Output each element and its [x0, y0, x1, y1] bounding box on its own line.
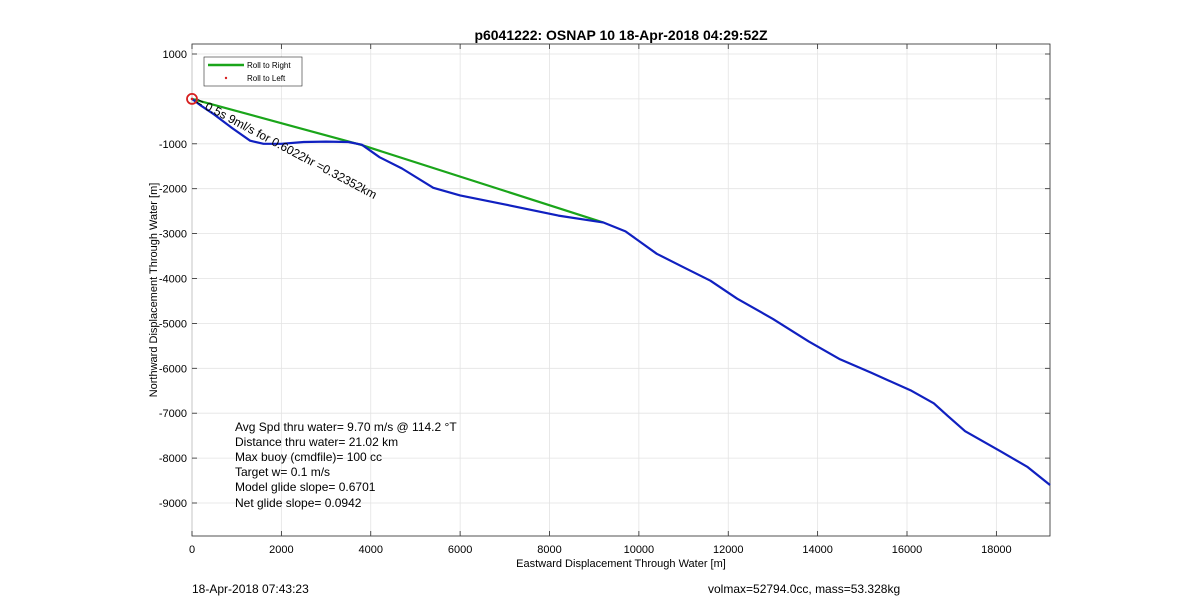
legend: Roll to Right Roll to Left: [203, 56, 303, 87]
x-tick-label: 14000: [802, 544, 833, 556]
series-group: [186, 93, 1051, 486]
y-tick-label: 1000: [163, 49, 187, 61]
chart-title: p6041222: OSNAP 10 18-Apr-2018 04:29:52Z: [474, 27, 768, 43]
legend-box: [203, 56, 303, 87]
x-tick-label: 2000: [269, 544, 293, 556]
y-tick-label: -2000: [159, 184, 187, 196]
footer-timestamp: 18-Apr-2018 07:43:23: [192, 582, 309, 596]
y-tick-label: -5000: [159, 318, 187, 330]
stat-max-buoy: Max buoy (cmdfile)= 100 cc: [235, 450, 382, 464]
roll-left-point: [190, 97, 194, 101]
legend-label-roll-left: Roll to Left: [247, 74, 286, 83]
grid: [191, 44, 1050, 536]
footer-volmass: volmax=52794.0cc, mass=53.328kg: [708, 582, 901, 596]
y-tick-label: -1000: [159, 139, 187, 151]
x-tick-label: 18000: [981, 544, 1012, 556]
x-tick-label: 6000: [448, 544, 472, 556]
y-tick-label: -8000: [159, 453, 187, 465]
y-tick-label: -6000: [159, 363, 187, 375]
x-tick-label: 10000: [624, 544, 655, 556]
y-tick-label: -3000: [159, 229, 187, 241]
y-axis-label: Northward Displacement Through Water [m]: [148, 183, 160, 398]
stat-net-glide-slope: Net glide slope= 0.0942: [235, 496, 362, 510]
series-line-track: [191, 98, 1051, 486]
legend-marker-roll-left: [224, 76, 228, 80]
start-marker: [186, 93, 198, 105]
y-tick-label: -4000: [159, 274, 187, 286]
x-tick-label: 8000: [537, 544, 561, 556]
legend-label-roll-right: Roll to Right: [247, 61, 291, 70]
y-tick-label: -7000: [159, 408, 187, 420]
x-axis-label: Eastward Displacement Through Water [m]: [516, 558, 726, 570]
axis-ticks: 0 2000 4000 6000 8000 10000 12000 14000 16000 180…: [159, 44, 1050, 556]
stat-distance: Distance thru water= 21.02 km: [235, 435, 398, 449]
y-tick-label: -9000: [159, 498, 187, 510]
x-tick-label: 16000: [892, 544, 923, 556]
stats-block: Avg Spd thru water= 9.70 m/s @ 114.2 °T …: [235, 420, 457, 510]
x-tick-label: 12000: [713, 544, 744, 556]
stat-target-w: Target w= 0.1 m/s: [235, 465, 330, 479]
stat-model-glide-slope: Model glide slope= 0.6701: [235, 480, 376, 494]
x-tick-label: 0: [189, 544, 195, 556]
stat-avg-speed: Avg Spd thru water= 9.70 m/s @ 114.2 °T: [235, 420, 457, 434]
x-tick-label: 4000: [359, 544, 383, 556]
